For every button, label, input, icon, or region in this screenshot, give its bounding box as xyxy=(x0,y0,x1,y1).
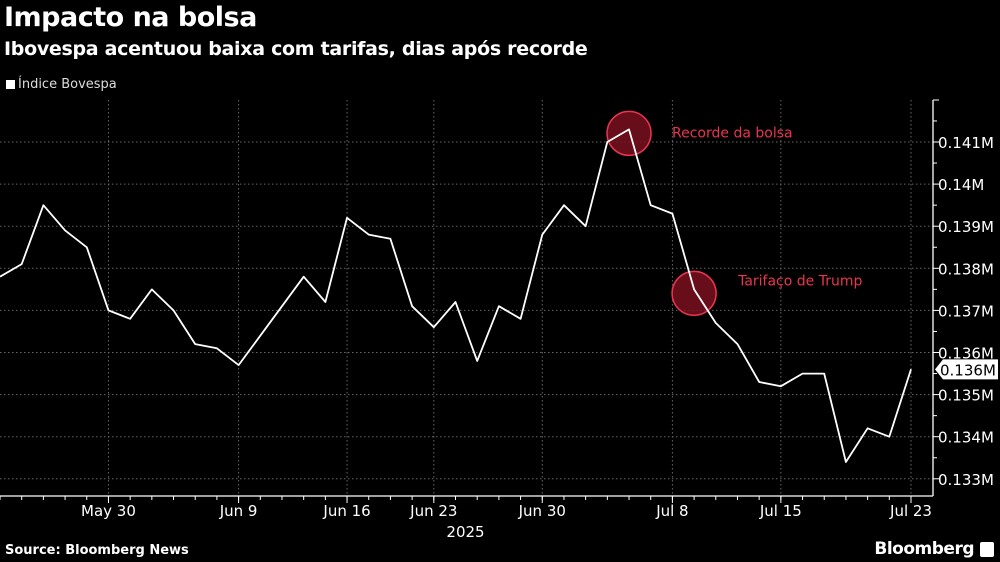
last-value-label: 0.136M xyxy=(940,361,996,379)
legend: Índice Bovespa xyxy=(6,77,117,92)
annotation-marker xyxy=(606,110,652,157)
y-tick-label: 0.133M xyxy=(938,471,994,489)
y-tick-label: 0.139M xyxy=(938,218,994,236)
x-tick-label: May 30 xyxy=(81,502,136,520)
x-tick-label: Jul 15 xyxy=(759,502,802,520)
y-tick-label: 0.134M xyxy=(938,429,994,447)
legend-label: Índice Bovespa xyxy=(18,77,117,92)
x-tick-label: Jul 8 xyxy=(655,502,688,520)
x-tick-label: Jun 23 xyxy=(409,502,457,520)
x-tick-label: Jul 23 xyxy=(889,502,932,520)
x-tick-label: Jun 9 xyxy=(219,502,258,520)
source-note: Source: Bloomberg News xyxy=(5,543,189,558)
last-value-badge xyxy=(935,359,998,380)
chart-title: Impacto na bolsa xyxy=(4,2,257,33)
y-tick-label: 0.141M xyxy=(938,134,994,152)
annotation-label: Recorde da bolsa xyxy=(672,125,793,141)
y-tick-label: 0.135M xyxy=(938,387,994,405)
chart-subtitle: Ibovespa acentuou baixa com tarifas, dia… xyxy=(4,38,588,60)
annotation-label: Tarifaço de Trump xyxy=(737,273,862,289)
y-tick-label: 0.137M xyxy=(938,302,994,320)
bloomberg-chart-icon xyxy=(980,542,994,557)
y-tick-label: 0.14M xyxy=(938,176,984,194)
y-tick-label: 0.136M xyxy=(938,345,994,363)
x-tick-label: Jun 16 xyxy=(322,502,370,520)
annotation-marker xyxy=(671,270,717,317)
x-tick-label: Jun 30 xyxy=(518,502,566,520)
y-tick-label: 0.138M xyxy=(938,260,994,278)
series-line-indice-bovespa xyxy=(0,128,912,463)
legend-swatch xyxy=(6,80,15,89)
x-year-label: 2025 xyxy=(446,523,484,541)
brand-logo: Bloomberg xyxy=(874,539,974,559)
